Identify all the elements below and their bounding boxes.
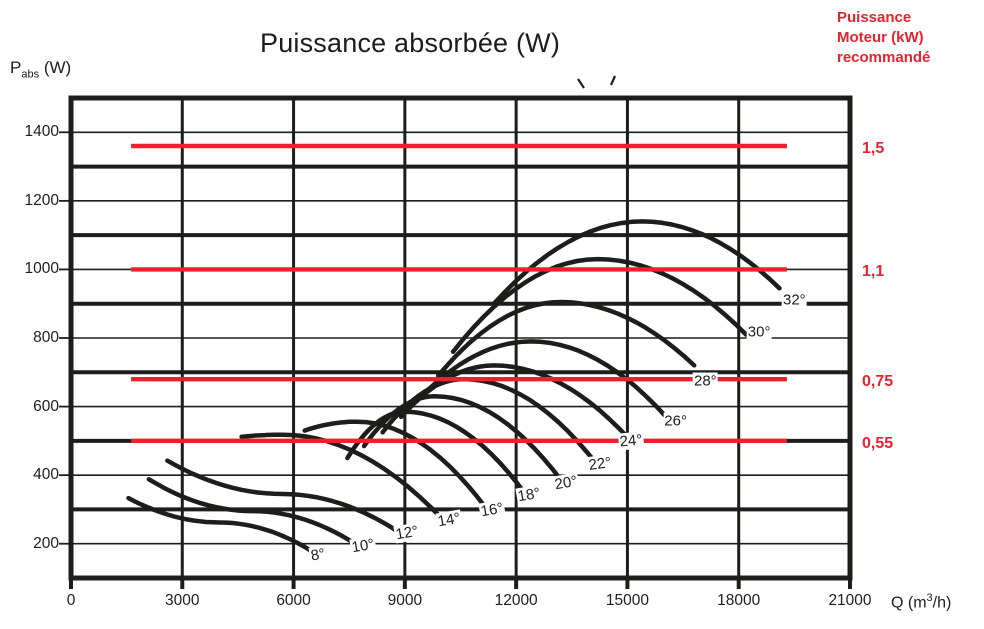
curve-16deg: [302, 419, 489, 511]
curve-14deg: [239, 432, 445, 521]
motor-power-note: Puissance Moteur (kW) recommandé: [837, 8, 930, 68]
curve-20deg: [361, 394, 565, 485]
motor-note-line-3: recommandé: [837, 49, 931, 66]
curve-26deg: [417, 339, 667, 418]
x-axis-prefix: Q (m: [891, 594, 927, 612]
curve-8deg: [126, 495, 314, 554]
x-axis-title: Q (m3/h): [891, 592, 951, 612]
y-axis-unit: (W): [39, 58, 72, 77]
curve-30deg: [450, 256, 749, 354]
chart-title: Puissance absorbée (W): [259, 28, 561, 58]
x-axis-exponent: 3: [926, 592, 933, 604]
curve-32deg: [491, 219, 782, 306]
curve-12deg: [165, 458, 402, 535]
curve-10deg: [146, 477, 359, 547]
motor-note-line-1: Puissance: [837, 9, 912, 26]
motor-note-line-2: Moteur (kW): [837, 29, 924, 46]
x-axis-suffix: /h): [932, 594, 952, 612]
y-axis-subscript: abs: [21, 68, 40, 81]
y-axis-title: Pabs (W): [10, 58, 71, 80]
y-axis-symbol: P: [10, 58, 22, 77]
print-artifact-marks: [577, 75, 617, 89]
curve-28deg: [435, 299, 697, 378]
